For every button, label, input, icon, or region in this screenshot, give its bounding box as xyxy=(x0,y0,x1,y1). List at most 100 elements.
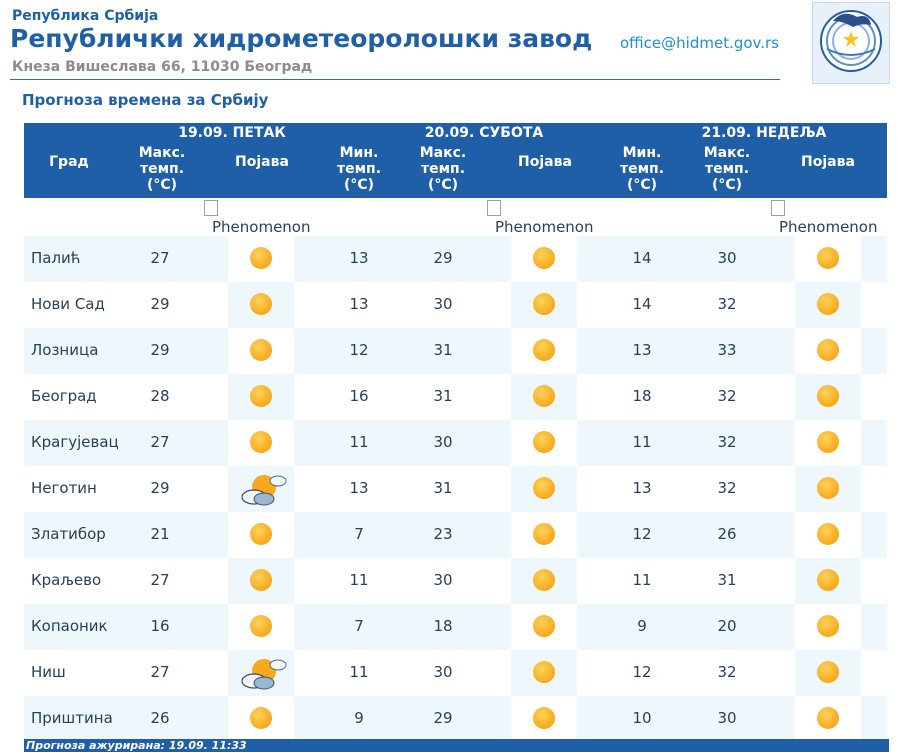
day3-min-temp: 11 xyxy=(632,571,652,589)
sun-icon xyxy=(533,477,555,499)
day3-phenomenon xyxy=(795,328,861,374)
sun-icon xyxy=(250,385,272,407)
day3-max-temp: 30 xyxy=(717,709,737,727)
email-link[interactable]: office@hidmet.gov.rs xyxy=(620,34,780,52)
sun-icon xyxy=(533,569,555,591)
day3-min-temp: 11 xyxy=(632,433,652,451)
table-row: Копаоник 16 7 18 9 20 xyxy=(24,604,887,650)
partly-cloudy-icon xyxy=(241,659,287,690)
day3-max-temp: 33 xyxy=(717,341,737,359)
day3-max-temp: 31 xyxy=(717,571,737,589)
day2-min-temp: 12 xyxy=(349,341,369,359)
forecast-table-header: 19.09. ПЕТАК 20.09. СУБОТА 21.09. НЕДЕЉА… xyxy=(24,123,887,198)
day1-phenomenon xyxy=(228,282,294,328)
day2-max-temp: 29 xyxy=(433,249,453,267)
sun-icon xyxy=(533,615,555,637)
day1-max-temp: 29 xyxy=(150,479,170,497)
day1-max-temp: 21 xyxy=(150,525,170,543)
day2-phenomenon xyxy=(511,282,577,328)
day-header-3: 21.09. НЕДЕЉА xyxy=(701,125,827,141)
day2-phenomenon xyxy=(511,374,577,420)
col-min-3: Мин. темп. (°C) xyxy=(619,145,665,193)
sun-icon xyxy=(817,615,839,637)
day2-min-temp: 9 xyxy=(354,709,364,727)
day3-phenomenon xyxy=(795,512,861,558)
forecast-updated: Прогноза ажурирана: 19.09. 11:33 xyxy=(24,739,889,752)
day2-min-temp: 16 xyxy=(349,387,369,405)
day2-phenomenon xyxy=(511,466,577,512)
city-name: Лозница xyxy=(31,341,99,359)
day1-max-temp: 29 xyxy=(150,341,170,359)
sun-icon xyxy=(817,523,839,545)
day3-max-temp: 32 xyxy=(717,479,737,497)
sun-icon xyxy=(250,615,272,637)
sun-icon xyxy=(250,247,272,269)
table-row: Ниш 27 11 30 12 32 xyxy=(24,650,887,696)
day2-min-temp: 13 xyxy=(349,479,369,497)
day3-max-temp: 20 xyxy=(717,617,737,635)
day2-max-temp: 31 xyxy=(433,479,453,497)
col-max-3: Макс. темп. (°C) xyxy=(703,145,751,193)
day2-max-temp: 18 xyxy=(433,617,453,635)
day3-phenomenon xyxy=(795,420,861,466)
day3-max-temp: 32 xyxy=(717,387,737,405)
day2-phenomenon xyxy=(511,236,577,282)
day3-min-temp: 13 xyxy=(632,479,652,497)
day2-max-temp: 31 xyxy=(433,387,453,405)
col-min-2: Мин. темп. (°C) xyxy=(336,145,382,193)
day2-max-temp: 23 xyxy=(433,525,453,543)
col-max-2: Макс. темп. (°C) xyxy=(419,145,467,193)
day1-phenomenon xyxy=(228,374,294,420)
day3-max-temp: 26 xyxy=(717,525,737,543)
day2-phenomenon xyxy=(511,696,577,742)
city-name: Златибор xyxy=(31,525,106,543)
sun-icon xyxy=(250,569,272,591)
city-name: Нови Сад xyxy=(31,295,105,313)
day3-min-temp: 12 xyxy=(632,663,652,681)
col-phen-3: Појава xyxy=(801,154,855,170)
table-row: Палић 27 13 29 14 30 xyxy=(24,236,887,282)
sun-icon xyxy=(533,431,555,453)
phenomenon-image-2: Phenomenon xyxy=(487,200,594,236)
day2-max-temp: 30 xyxy=(433,295,453,313)
rhmz-logo[interactable] xyxy=(812,2,890,84)
col-city: Град xyxy=(49,154,89,170)
sun-icon xyxy=(817,339,839,361)
table-row: Златибор 21 7 23 12 26 xyxy=(24,512,887,558)
day3-max-temp: 30 xyxy=(717,249,737,267)
sun-icon xyxy=(250,523,272,545)
sun-icon xyxy=(533,661,555,683)
city-name: Крагујевац xyxy=(31,433,119,451)
table-row: Краљево 27 11 30 11 31 xyxy=(24,558,887,604)
day2-phenomenon xyxy=(511,420,577,466)
city-name: Београд xyxy=(31,387,97,405)
org-name: Републички хидрометеоролошки завод xyxy=(10,24,593,53)
city-name: Ниш xyxy=(31,663,66,681)
day3-phenomenon xyxy=(795,374,861,420)
sun-icon xyxy=(817,385,839,407)
sun-icon xyxy=(533,339,555,361)
day1-max-temp: 16 xyxy=(150,617,170,635)
day1-phenomenon xyxy=(228,420,294,466)
table-row: Неготин 29 13 31 13 32 xyxy=(24,466,887,512)
day2-max-temp: 29 xyxy=(433,709,453,727)
day2-phenomenon xyxy=(511,650,577,696)
sun-icon xyxy=(817,661,839,683)
col-phen-2: Појава xyxy=(518,154,572,170)
day2-min-temp: 11 xyxy=(349,663,369,681)
col-phen-1: Појава xyxy=(235,154,289,170)
sun-icon xyxy=(533,523,555,545)
day2-min-temp: 7 xyxy=(354,617,364,635)
day3-max-temp: 32 xyxy=(717,295,737,313)
day2-phenomenon xyxy=(511,558,577,604)
table-row: Крагујевац 27 11 30 11 32 xyxy=(24,420,887,466)
day1-max-temp: 29 xyxy=(150,295,170,313)
day3-min-temp: 12 xyxy=(632,525,652,543)
day2-min-temp: 11 xyxy=(349,571,369,589)
day2-phenomenon xyxy=(511,604,577,650)
table-row: Нови Сад 29 13 30 14 32 xyxy=(24,282,887,328)
day1-phenomenon xyxy=(228,558,294,604)
city-name: Палић xyxy=(31,249,81,267)
day1-max-temp: 27 xyxy=(150,571,170,589)
partly-cloudy-icon xyxy=(241,475,287,506)
